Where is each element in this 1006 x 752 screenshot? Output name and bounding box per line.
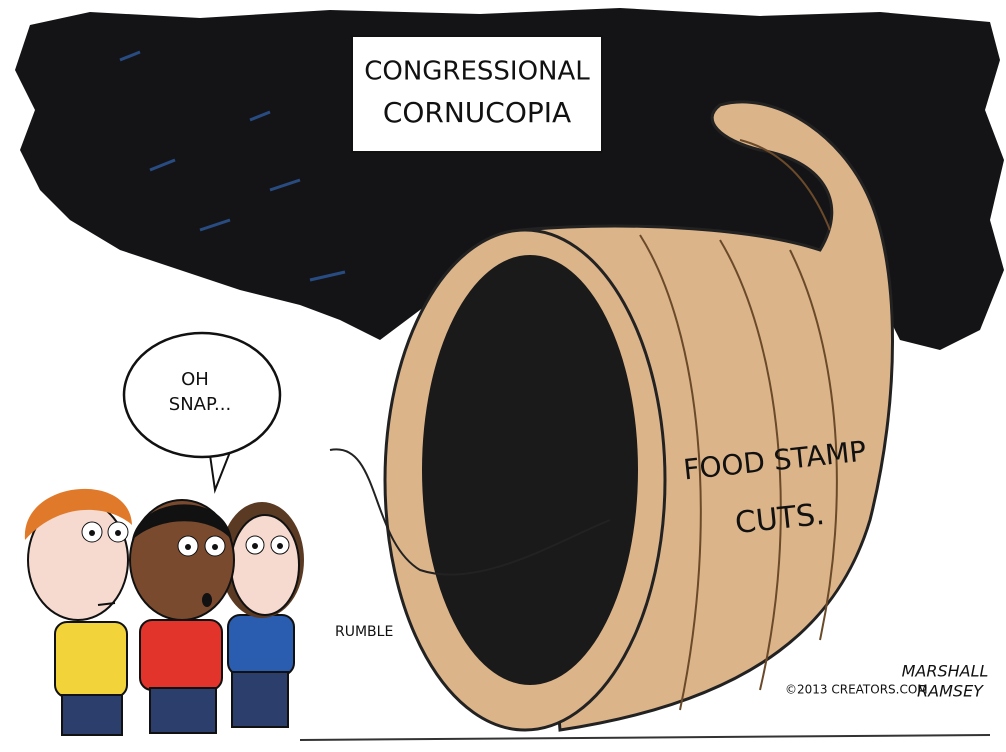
dark-cloud: [15, 8, 1004, 350]
sign-text: CONGRESSIONAL: [364, 57, 590, 87]
signature: MARSHALL: [902, 662, 989, 681]
copyright: ©2013 CREATORS.COM: [785, 683, 928, 697]
cornucopia-opening: [422, 255, 638, 685]
kid-boy-yellow: [24, 488, 133, 736]
string: [329, 448, 611, 576]
sign-text: CORNUCOPIA: [383, 96, 571, 129]
sound-effect: RUMBLE: [335, 624, 393, 640]
speech-text: OH: [181, 369, 209, 390]
cloud-highlights: [119, 50, 346, 282]
cornucopia-ridges: [639, 139, 838, 711]
speech-bubble: [122, 331, 282, 459]
sign-board: [351, 35, 603, 153]
kid-girl: [220, 502, 304, 728]
ground-line: [299, 734, 991, 741]
signature: RAMSEY: [917, 682, 984, 701]
speech-text: SNAP...: [169, 394, 231, 415]
kid-boy-red: [129, 499, 235, 734]
